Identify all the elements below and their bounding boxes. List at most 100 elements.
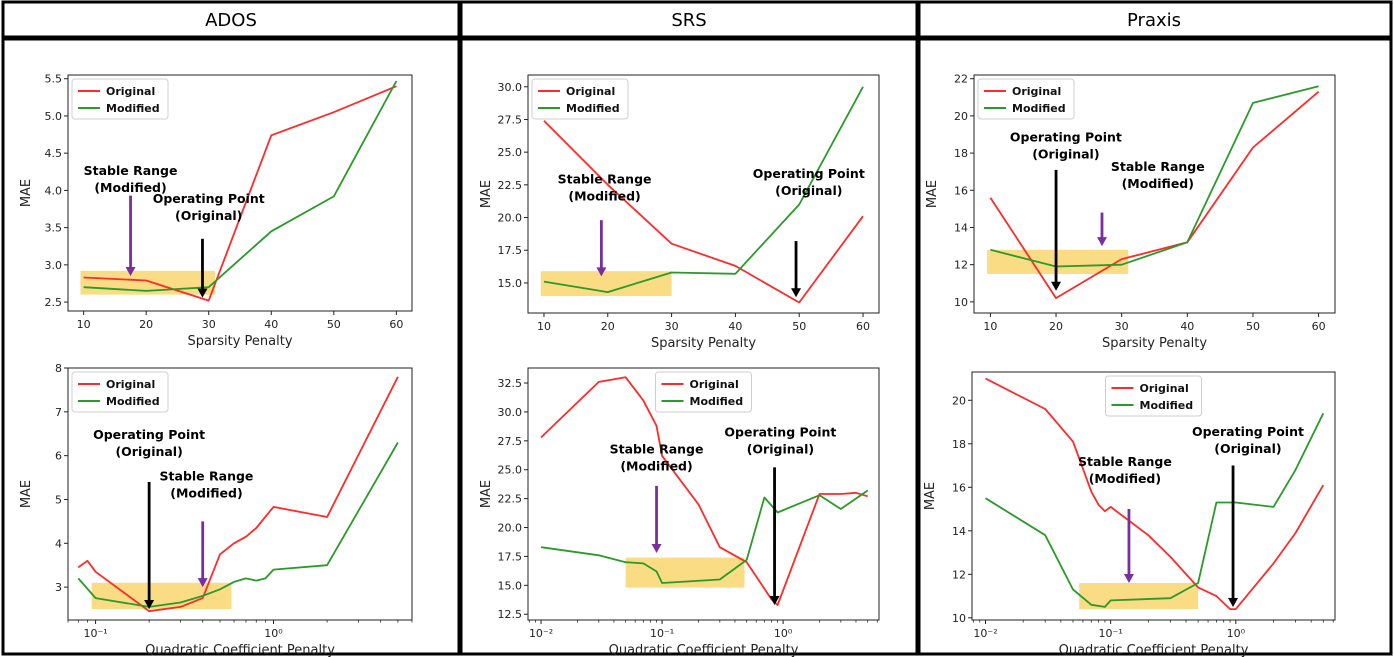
y-tick-label: 27.5: [498, 435, 523, 448]
y-axis-label: MAE: [479, 180, 494, 208]
annotation-arrow-head: [1228, 597, 1239, 607]
y-tick-label: 15.0: [498, 277, 523, 290]
x-tick-label: 30: [202, 318, 216, 331]
annotation-text: (Original): [175, 208, 242, 223]
annotation-text: Operating Point: [1192, 424, 1304, 439]
y-tick-label: 10: [952, 612, 966, 625]
annotation-text: Stable Range: [1078, 454, 1172, 469]
x-tick-label: 40: [264, 318, 278, 331]
series-line-modified: [540, 489, 869, 584]
y-tick-label: 30.0: [498, 406, 523, 419]
legend: Original Modified: [71, 371, 169, 413]
legend: Original Modified: [71, 78, 169, 120]
stable-range-highlight: [625, 557, 745, 588]
annotation-arrow-head: [596, 267, 607, 277]
y-tick-label: 14: [954, 221, 968, 234]
plot-frame: [67, 367, 413, 621]
y-tick-label: 20: [954, 110, 968, 123]
y-tick-label: 16: [954, 184, 968, 197]
series-line-original: [543, 120, 864, 304]
annotation-text: Stable Range: [160, 469, 254, 484]
stable-range-highlight: [1079, 583, 1199, 610]
legend-label-original: Original: [1140, 382, 1189, 395]
y-tick-label: 20.0: [498, 212, 523, 225]
y-tick-label: 3: [55, 581, 62, 594]
annotation-operating-point: Operating Point (Original): [1192, 424, 1304, 607]
annotation-text: (Original): [1214, 441, 1281, 456]
legend: Original Modified: [977, 78, 1075, 120]
chart-ados-sparsity: 10 20 30 40 50 60 2.5 3.0 3.5 4.0 4.5 5.0 5.5 Sparsit…: [19, 73, 413, 349]
legend-label-modified: Modified: [106, 102, 160, 115]
x-axis-label: Sparsity Penalty: [187, 334, 292, 349]
series-line-modified: [543, 86, 864, 294]
series-line-original: [985, 377, 1325, 610]
stable-range-highlight: [987, 249, 1129, 274]
y-tick-label: 2.5: [45, 296, 63, 309]
y-tick-label: 6: [55, 450, 62, 463]
x-tick-label: 50: [327, 318, 341, 331]
series-line-original: [77, 376, 399, 613]
y-tick-label: 12.5: [498, 608, 523, 621]
annotation-text: (Original): [1032, 146, 1099, 161]
annotation-text: Stable Range: [84, 163, 178, 178]
y-tick-label: 4.5: [45, 147, 63, 160]
annotation-operating-point: Operating Point (Original): [724, 424, 836, 605]
annotation-arrow-head: [769, 595, 780, 605]
y-tick-label: 18: [954, 147, 968, 160]
annotation-arrow-head: [197, 578, 208, 588]
chart-praxis-sparsity: 10 20 30 40 50 60 10 12 14 16 18 20 22 Sparsity Penal…: [925, 73, 1336, 351]
annotation-text: (Modified): [170, 486, 242, 501]
x-tick-label: 40: [1180, 320, 1194, 333]
y-tick-label: 3.5: [45, 222, 63, 235]
y-tick-label: 17.5: [498, 244, 523, 257]
y-tick-label: 32.5: [498, 377, 523, 390]
legend-label-modified: Modified: [690, 395, 744, 408]
annotation-stable-range: Stable Range (Modified): [160, 469, 254, 588]
y-tick-label: 27.5: [498, 113, 523, 126]
annotation-text: Stable Range: [1111, 159, 1205, 174]
y-tick-label: 17.5: [498, 550, 523, 563]
chart-srs-quadratic: 10⁻² 10⁻¹ 10⁰ 12.5 15.0 17.5 20.0 22.5 25.0 27.5 3…: [479, 367, 880, 657]
y-tick-label: 5.5: [45, 73, 63, 86]
x-axis-label: Quadratic Coefficient Penalty: [609, 643, 799, 657]
x-axis-label: Quadratic Coefficient Penalty: [1059, 643, 1249, 657]
annotation-operating-point: Operating Point (Original): [153, 191, 265, 298]
x-tick-label: 10⁻²: [973, 627, 997, 640]
series-line-original: [540, 376, 868, 606]
annotation-text: (Modified): [94, 180, 166, 195]
legend-label-original: Original: [1012, 85, 1061, 98]
legend-label-original: Original: [106, 378, 155, 391]
annotation-text: (Modified): [1089, 471, 1161, 486]
x-tick-label: 10: [77, 318, 91, 331]
annotation-text: Operating Point: [724, 424, 836, 439]
annotation-arrow-head: [144, 600, 155, 610]
x-tick-label: 30: [665, 320, 679, 333]
series-line-modified: [985, 412, 1325, 608]
annotation-text: Operating Point: [153, 191, 265, 206]
plot-frame: [527, 367, 880, 621]
x-tick-label: 10⁻¹: [83, 627, 107, 640]
x-tick-label: 60: [1312, 320, 1326, 333]
legend-label-modified: Modified: [1012, 102, 1066, 115]
annotation-operating-point: Operating Point (Original): [1010, 129, 1122, 291]
x-tick-label: 50: [1246, 320, 1260, 333]
series-line-modified: [83, 80, 398, 292]
x-tick-label: 10: [983, 320, 997, 333]
legend-label-original: Original: [690, 378, 739, 391]
plot-frame: [527, 74, 880, 314]
annotation-text: (Modified): [568, 188, 640, 203]
y-axis-label: MAE: [479, 480, 494, 508]
chart-srs-sparsity: 10 20 30 40 50 60 15.0 17.5 20.0 22.5 25.0 27.5 30.0…: [479, 74, 880, 351]
y-tick-label: 10: [954, 296, 968, 309]
column-header-srs: SRS: [671, 10, 706, 31]
y-tick-label: 12: [952, 568, 966, 581]
chart-praxis-quadratic: 10⁻² 10⁻¹ 10⁰ 10 12 14 16 18 20 Quadratic Coeffic…: [923, 371, 1336, 657]
y-tick-label: 5.0: [45, 110, 63, 123]
legend-label-modified: Modified: [566, 102, 620, 115]
annotation-text: Operating Point: [753, 166, 865, 181]
annotation-text: (Original): [115, 444, 182, 459]
y-tick-label: 14: [952, 525, 966, 538]
annotation-arrow-head: [125, 267, 136, 277]
